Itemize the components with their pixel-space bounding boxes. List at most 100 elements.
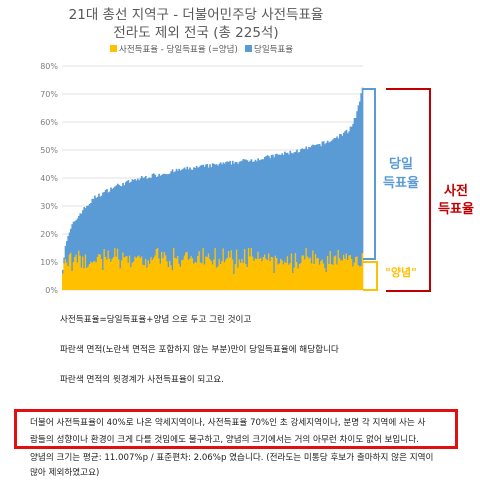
bar-yangnyeom (298, 264, 301, 290)
bar-yangnyeom (82, 256, 84, 290)
bar-yangnyeom (340, 260, 342, 290)
bar-day-vote (159, 175, 162, 264)
bar-yangnyeom (95, 262, 98, 290)
bar-day-vote (213, 163, 215, 260)
bar-day-vote (317, 144, 320, 258)
bar-day-vote (132, 179, 135, 262)
bar-day-vote (169, 173, 171, 262)
bar-yangnyeom (68, 254, 71, 290)
bar-day-vote (346, 133, 349, 261)
bar-day-vote (309, 147, 312, 258)
bar-day-vote (345, 129, 348, 254)
bar-yangnyeom (222, 248, 225, 290)
bar-yangnyeom (147, 260, 150, 290)
bar-day-vote (138, 180, 140, 256)
bar-yangnyeom (140, 256, 143, 290)
bar-day-vote (79, 213, 82, 256)
y-tick-label: 10% (40, 258, 58, 267)
bar-yangnyeom (84, 254, 87, 290)
bar-yangnyeom (230, 250, 233, 290)
bar-day-vote (124, 182, 127, 257)
bar-day-vote (128, 182, 131, 256)
bar-day-vote (185, 169, 187, 253)
bar-yangnyeom (138, 255, 140, 290)
bar-day-vote (207, 167, 210, 254)
bar-yangnyeom (135, 258, 138, 290)
bar-yangnyeom (308, 258, 310, 290)
bar-yangnyeom (266, 260, 269, 290)
bar-day-vote (280, 155, 282, 259)
bar-yangnyeom (175, 258, 178, 290)
bar-yangnyeom (259, 257, 262, 290)
blue-label-2: 득표율 (383, 175, 419, 191)
y-tick-label: 40% (40, 174, 58, 183)
bar-day-vote (87, 205, 90, 267)
bar-day-vote (214, 164, 217, 248)
bar-yangnyeom (96, 256, 99, 290)
bar-day-vote (78, 215, 80, 251)
bar-day-vote (278, 154, 281, 264)
bar-day-vote (226, 161, 229, 259)
bar-yangnyeom (332, 264, 334, 290)
bar-day-vote (92, 198, 95, 262)
bar-yangnyeom (322, 263, 325, 290)
bar-day-vote (273, 157, 276, 274)
legend-swatch-blue (245, 45, 252, 52)
bar-yangnyeom (328, 264, 330, 290)
bar-yangnyeom (333, 256, 336, 290)
bar-yangnyeom (345, 253, 348, 290)
bar-yangnyeom (238, 259, 241, 290)
bar-day-vote (255, 161, 258, 259)
bar-day-vote (270, 155, 273, 258)
bar-yangnyeom (134, 256, 136, 290)
bar-day-vote (116, 183, 119, 249)
bar-day-vote (251, 161, 254, 257)
bar-day-vote (219, 162, 222, 265)
bar-yangnyeom (342, 254, 345, 290)
bar-yangnyeom (250, 248, 253, 290)
bar-day-vote (203, 166, 206, 265)
bar-day-vote (231, 160, 234, 260)
bar-yangnyeom (62, 273, 64, 290)
bar-yangnyeom (239, 262, 242, 290)
bar-day-vote (209, 164, 211, 260)
bar-day-vote (349, 126, 352, 256)
bar-yangnyeom (119, 268, 122, 290)
bar-day-vote (330, 140, 333, 265)
bar-yangnyeom (210, 261, 213, 290)
bar-day-vote (120, 186, 123, 261)
bar-day-vote (269, 158, 272, 261)
bar-day-vote (182, 168, 185, 260)
bar-day-vote (250, 159, 253, 249)
bar-day-vote (329, 141, 332, 252)
bar-day-vote (95, 197, 98, 263)
bar-day-vote (131, 179, 134, 263)
bar-yangnyeom (91, 262, 94, 290)
bar-yangnyeom (321, 259, 324, 290)
bar-day-vote (156, 176, 159, 248)
bar-day-vote (80, 213, 83, 268)
bar-day-vote (107, 192, 110, 251)
bar-yangnyeom (170, 265, 173, 290)
bar-day-vote (108, 191, 111, 259)
bar-yangnyeom (136, 256, 139, 290)
bar-day-vote (294, 151, 297, 254)
bar-yangnyeom (360, 266, 363, 290)
bar-yangnyeom (87, 266, 90, 290)
bar-yangnyeom (358, 266, 361, 290)
bar-day-vote (106, 189, 108, 260)
bar-day-vote (358, 101, 361, 267)
bar-yangnyeom (98, 254, 100, 290)
bar-day-vote (286, 152, 289, 257)
bar-yangnyeom (247, 248, 250, 290)
bar-day-vote (229, 160, 231, 258)
bar-day-vote (195, 165, 198, 263)
bar-day-vote (235, 162, 238, 250)
bar-day-vote (238, 161, 241, 260)
bar-yangnyeom (152, 258, 155, 290)
bar-yangnyeom (118, 259, 120, 290)
bar-yangnyeom (285, 263, 288, 290)
bar-yangnyeom (106, 259, 108, 290)
bar-yangnyeom (110, 261, 112, 290)
bar-day-vote (199, 165, 202, 263)
